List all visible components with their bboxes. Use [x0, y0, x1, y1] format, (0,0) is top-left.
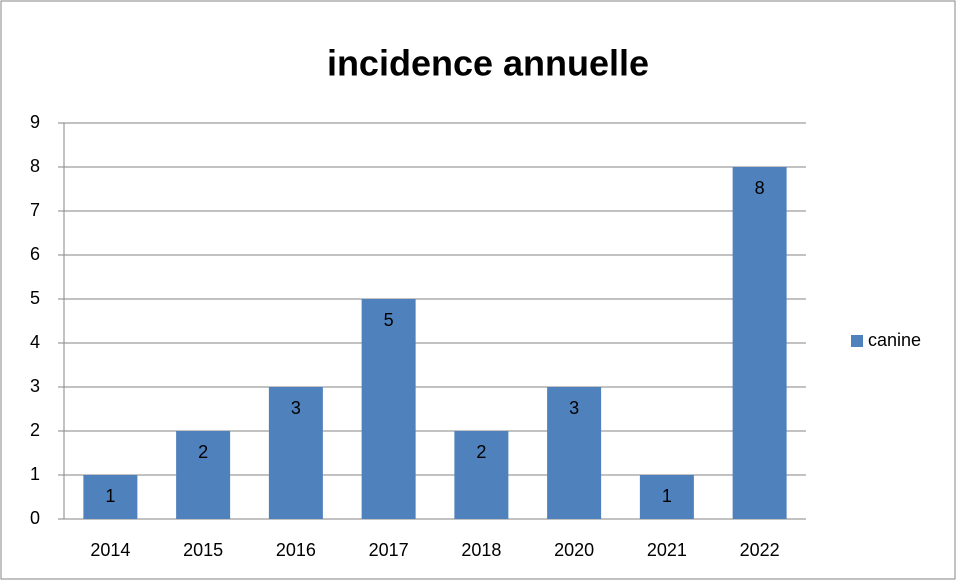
bar: [176, 431, 231, 519]
data-label: 1: [105, 486, 115, 506]
bar: [454, 431, 509, 519]
legend-swatch: [851, 335, 863, 347]
y-tick-label: 4: [30, 332, 40, 352]
x-tick-label: 2017: [369, 540, 409, 560]
x-tick-label: 2020: [554, 540, 594, 560]
data-label: 2: [198, 442, 208, 462]
bar: [639, 475, 694, 519]
x-tick-label: 2021: [647, 540, 687, 560]
data-label: 1: [662, 486, 672, 506]
data-label: 2: [476, 442, 486, 462]
bar: [268, 387, 323, 519]
y-tick-label: 1: [30, 464, 40, 484]
data-label: 8: [755, 178, 765, 198]
y-tick-label: 0: [30, 508, 40, 528]
bar: [361, 299, 416, 519]
y-tick-label: 3: [30, 376, 40, 396]
x-tick-label: 2022: [740, 540, 780, 560]
data-label: 3: [569, 398, 579, 418]
chart-title: incidence annuelle: [327, 43, 649, 84]
x-tick-label: 2014: [90, 540, 130, 560]
y-tick-label: 2: [30, 420, 40, 440]
y-tick-label: 8: [30, 156, 40, 176]
data-label: 5: [384, 310, 394, 330]
y-tick-label: 5: [30, 288, 40, 308]
bar: [732, 167, 787, 519]
data-label: 3: [291, 398, 301, 418]
x-tick-label: 2018: [461, 540, 501, 560]
bar: [547, 387, 602, 519]
bar: [83, 475, 138, 519]
x-tick-label: 2015: [183, 540, 223, 560]
y-tick-label: 7: [30, 200, 40, 220]
y-tick-label: 9: [30, 112, 40, 132]
x-tick-label: 2016: [276, 540, 316, 560]
y-tick-label: 6: [30, 244, 40, 264]
legend-label: canine: [868, 330, 921, 350]
